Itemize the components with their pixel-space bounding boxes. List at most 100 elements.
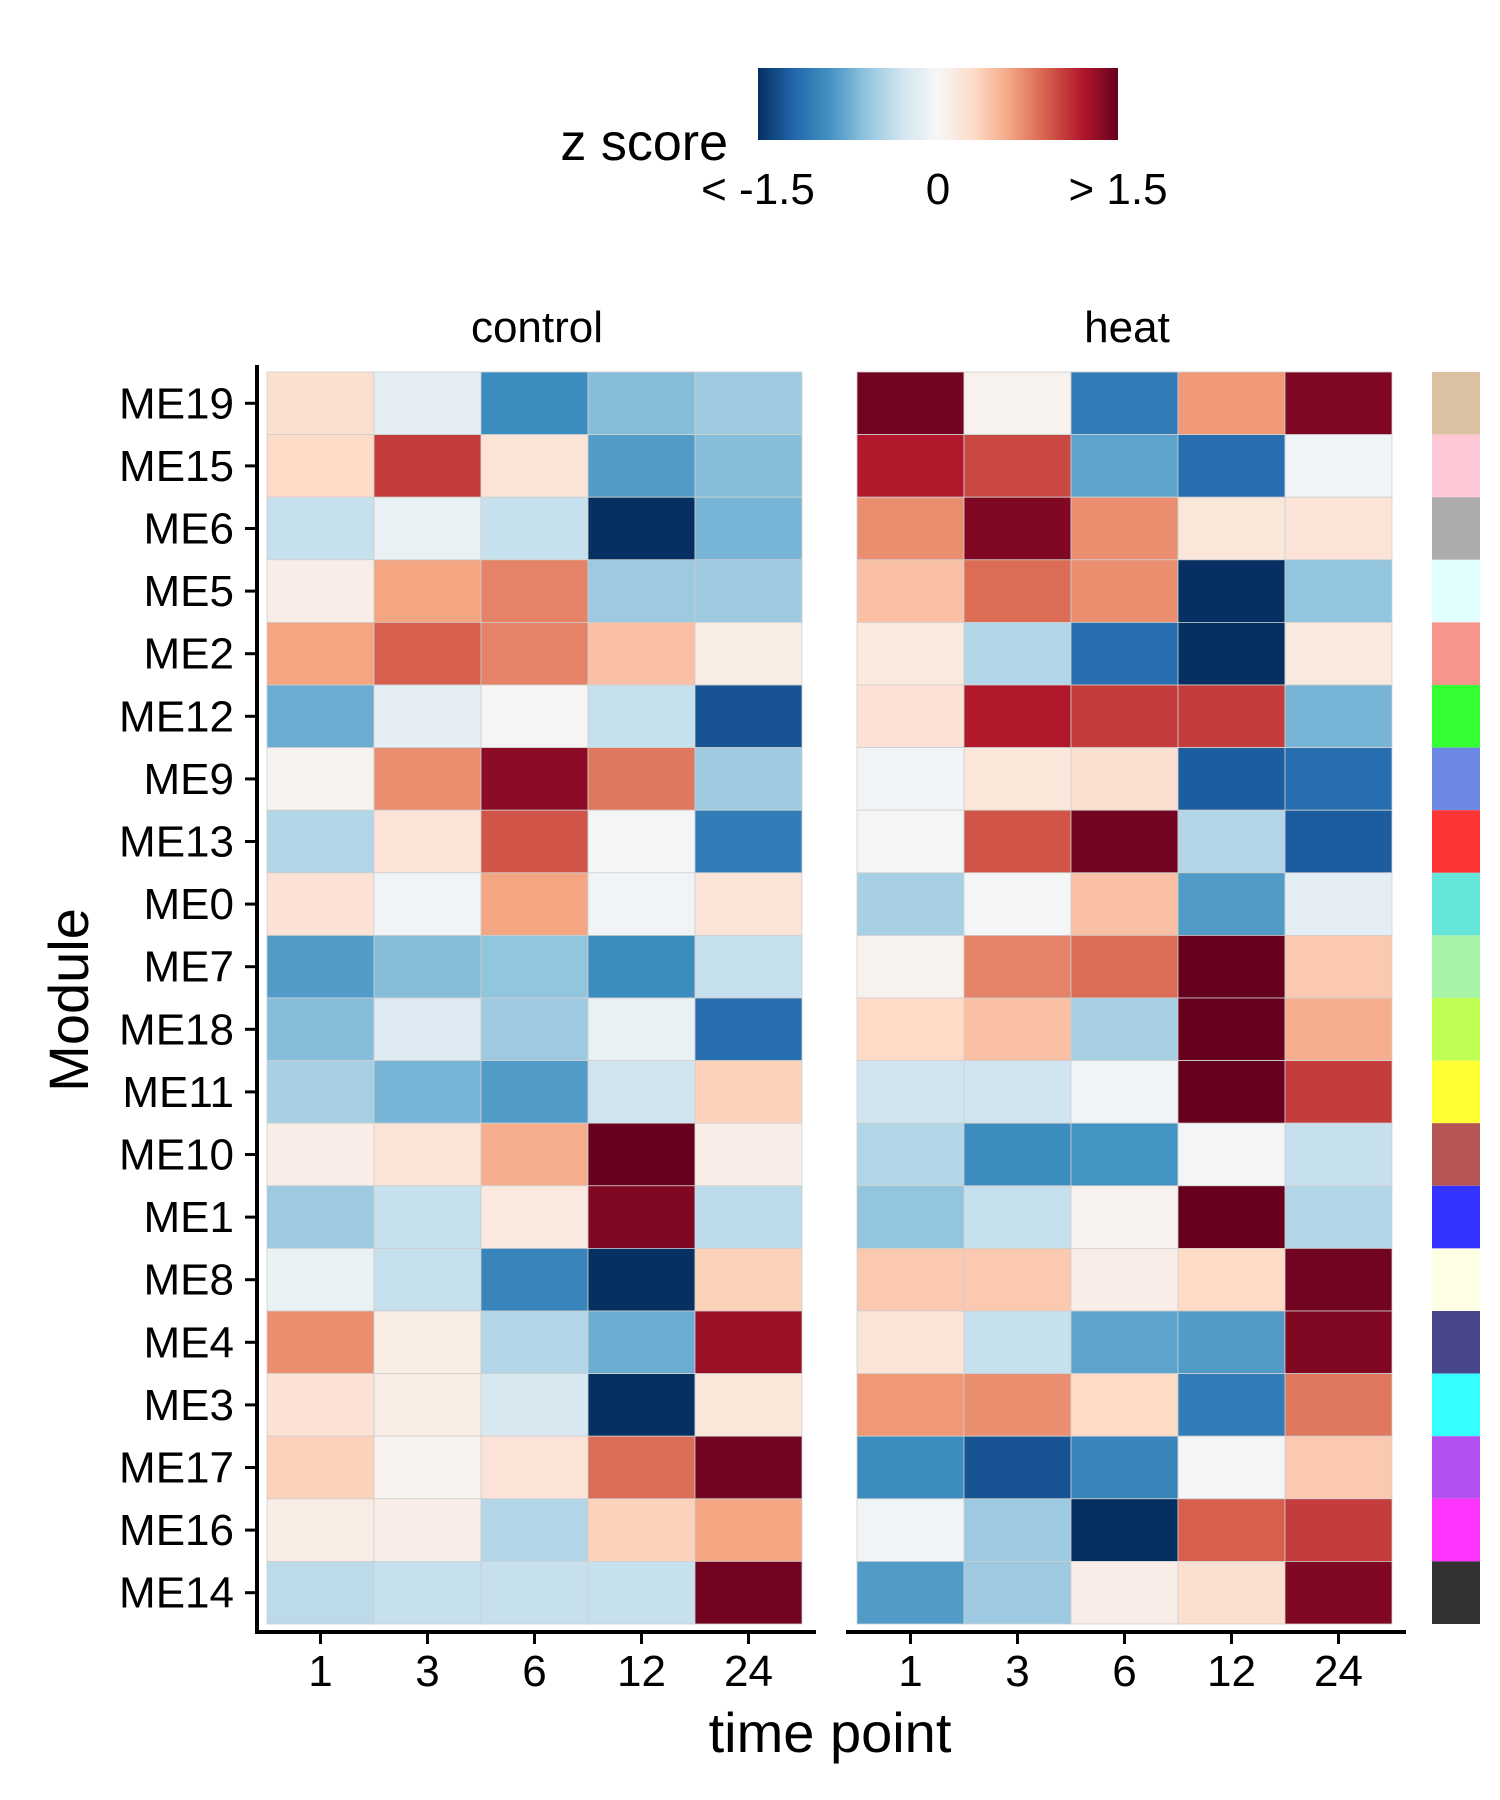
heat-cell bbox=[266, 997, 375, 1061]
heat-cell bbox=[856, 1561, 965, 1625]
heat-cell bbox=[963, 496, 1072, 561]
heat-cell bbox=[1177, 872, 1286, 936]
heat-cell bbox=[266, 872, 375, 936]
heat-cell bbox=[1284, 684, 1393, 748]
heat-cell bbox=[480, 935, 589, 999]
heat-cell bbox=[694, 434, 803, 498]
heat-cell bbox=[1070, 684, 1179, 748]
heat-cell bbox=[266, 1248, 375, 1312]
x-tick-label: 24 bbox=[724, 1647, 773, 1696]
heat-cell bbox=[856, 1435, 965, 1500]
heat-cell bbox=[1070, 1248, 1179, 1312]
heat-cell bbox=[963, 1060, 1072, 1124]
heat-cell bbox=[694, 371, 803, 435]
heat-cell bbox=[856, 496, 965, 561]
heat-cell bbox=[856, 371, 965, 435]
legend-title: z score bbox=[560, 114, 728, 172]
heat-cell bbox=[266, 1561, 375, 1625]
heat-cell bbox=[587, 622, 696, 686]
heat-cell bbox=[1177, 559, 1286, 623]
module-color-swatch bbox=[1432, 497, 1480, 560]
heat-cell bbox=[1177, 1060, 1286, 1124]
legend-tick-mid: 0 bbox=[926, 165, 950, 214]
heat-cell bbox=[1284, 935, 1393, 999]
heat-cell bbox=[373, 1435, 482, 1500]
heat-cell bbox=[587, 434, 696, 498]
heat-cell bbox=[1284, 872, 1393, 936]
module-color-swatch bbox=[1432, 1123, 1480, 1186]
heat-cell bbox=[266, 1060, 375, 1124]
heat-cell bbox=[1070, 872, 1179, 936]
row-label: ME8 bbox=[144, 1256, 234, 1305]
heat-cell bbox=[266, 809, 375, 874]
heat-cell bbox=[694, 1310, 803, 1374]
heat-cell bbox=[480, 747, 589, 811]
heat-cell bbox=[963, 809, 1072, 874]
heat-cell bbox=[587, 1435, 696, 1500]
row-label: ME16 bbox=[119, 1506, 234, 1555]
x-tick-label: 12 bbox=[617, 1647, 666, 1696]
heat-cell bbox=[694, 1060, 803, 1124]
x-tick-label: 6 bbox=[522, 1647, 546, 1696]
heat-cell bbox=[266, 684, 375, 748]
heat-cell bbox=[856, 559, 965, 623]
row-label: ME13 bbox=[119, 818, 234, 867]
row-labels: ME19 ME15 ME6 ME5 ME2 ME12 ME9 ME13 ME0 ME7 ME18 ME… bbox=[119, 379, 257, 1618]
heat-cell bbox=[373, 935, 482, 999]
heat-cell bbox=[694, 747, 803, 811]
heat-cell bbox=[1177, 747, 1286, 811]
legend-tick-high: > 1.5 bbox=[1068, 165, 1167, 214]
heat-cell bbox=[266, 1373, 375, 1437]
heat-cell bbox=[694, 872, 803, 936]
heat-cell bbox=[856, 809, 965, 874]
heat-cell bbox=[694, 935, 803, 999]
heat-cell bbox=[963, 1561, 1072, 1625]
heat-cell bbox=[1177, 997, 1286, 1061]
heat-cell bbox=[587, 872, 696, 936]
heat-cell bbox=[587, 1248, 696, 1312]
heat-cell bbox=[587, 809, 696, 874]
heat-cell bbox=[373, 1561, 482, 1625]
x-tick-label: 3 bbox=[415, 1647, 439, 1696]
heat-cell bbox=[480, 496, 589, 561]
heat-cell bbox=[694, 559, 803, 623]
module-color-swatch bbox=[1432, 622, 1480, 685]
heat-cell bbox=[373, 371, 482, 435]
heat-cell bbox=[1070, 935, 1179, 999]
heat-cell bbox=[373, 747, 482, 811]
heat-cell bbox=[963, 1122, 1072, 1187]
heat-cell bbox=[1070, 559, 1179, 623]
heat-cell bbox=[856, 1060, 965, 1124]
row-label: ME12 bbox=[119, 692, 234, 741]
row-label: ME17 bbox=[119, 1444, 234, 1493]
heat-cell bbox=[373, 1310, 482, 1374]
heat-cell bbox=[856, 1248, 965, 1312]
heat-cell bbox=[856, 1122, 965, 1187]
heat-cell bbox=[694, 622, 803, 686]
module-color-swatch bbox=[1432, 998, 1480, 1061]
heat-cell bbox=[856, 872, 965, 936]
heat-cell bbox=[963, 1435, 1072, 1500]
module-color-swatch bbox=[1432, 747, 1480, 811]
heat-cell bbox=[1070, 809, 1179, 874]
heat-cell bbox=[963, 559, 1072, 623]
heat-cell bbox=[1177, 935, 1286, 999]
heat-cell bbox=[587, 1122, 696, 1187]
heat-cell bbox=[480, 997, 589, 1061]
heat-cell bbox=[1177, 1561, 1286, 1625]
heat-cell bbox=[373, 1185, 482, 1249]
heat-cell bbox=[856, 1373, 965, 1437]
heat-cell bbox=[480, 1373, 589, 1437]
heat-cell bbox=[587, 496, 696, 561]
heat-cell bbox=[1177, 1373, 1286, 1437]
heat-cell bbox=[1177, 1435, 1286, 1500]
heat-cell bbox=[373, 1060, 482, 1124]
heat-cell bbox=[1070, 1185, 1179, 1249]
heat-cell bbox=[963, 1310, 1072, 1374]
legend: z score < -1.5 0 > 1.5 bbox=[560, 68, 1168, 214]
heat-cell bbox=[1284, 1561, 1393, 1625]
heat-cell bbox=[856, 997, 965, 1061]
x-tick-label: 24 bbox=[1314, 1647, 1363, 1696]
heat-cell bbox=[1070, 434, 1179, 498]
module-color-swatch bbox=[1432, 685, 1480, 748]
